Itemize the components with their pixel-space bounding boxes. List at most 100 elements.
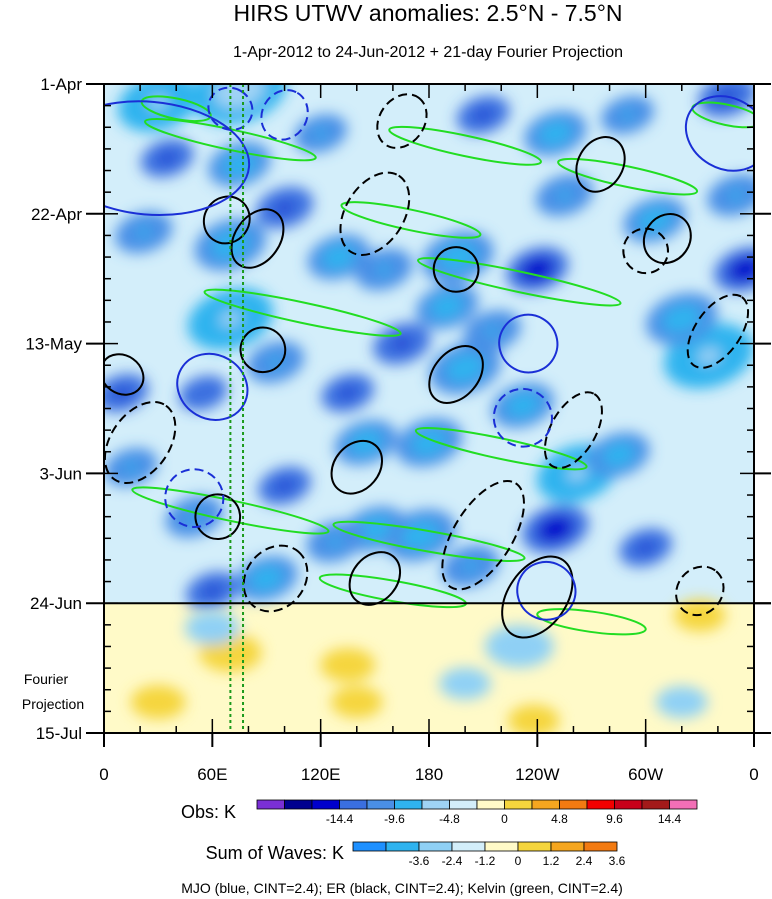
colorbar-cell	[484, 841, 519, 852]
y-tick-label: 3-Jun	[39, 464, 82, 483]
obs-anomaly-blob	[205, 586, 219, 596]
obs-anomaly-blob	[376, 264, 392, 275]
x-tick-label: 60W	[628, 765, 663, 784]
colorbar-cell	[449, 799, 478, 810]
obs-anomaly-blob	[358, 436, 374, 449]
colorbar-cell	[517, 841, 552, 852]
colorbar-cell	[476, 799, 505, 810]
obs-anomaly-blob	[456, 361, 475, 375]
colorbar-tick-label: -3.6	[409, 854, 430, 868]
mjo-contour	[164, 468, 225, 528]
x-tick-label: 60E	[197, 765, 227, 784]
colorbar-tick-label: -4.8	[439, 812, 460, 826]
x-tick-label: 0	[99, 765, 108, 784]
colorbar-cell	[669, 799, 698, 810]
mjo-contours	[104, 86, 754, 621]
er-contour	[432, 246, 480, 293]
colorbar-tick-label: 0	[501, 812, 508, 826]
colorbar-tick-label: 2.4	[576, 854, 593, 868]
er-contour	[339, 171, 411, 256]
colorbar-cell	[256, 799, 285, 810]
colorbar-cell	[394, 799, 423, 810]
waves-colorbar: Sum of Waves: K -3.6 -2.4 -1.2 0 1.2 2.4 3.6	[206, 841, 626, 868]
colorbar-cell	[614, 799, 643, 810]
obs-anomaly-blob	[411, 528, 429, 542]
colorbar-tick-label: -14.4	[326, 812, 354, 826]
obs-anomaly-blob	[327, 536, 343, 547]
colorbar-cell	[385, 841, 420, 852]
obs-colorbar: Obs: K -14.4 -9.6 -4.8 0 4.8 9.6 14.4	[181, 799, 698, 826]
obs-anomaly-blob	[547, 522, 564, 536]
er-contour	[104, 353, 145, 396]
projection-blob	[331, 686, 383, 718]
colorbar-cell	[339, 799, 368, 810]
colorbar-tick-label: 14.4	[658, 812, 682, 826]
mjo-contour	[260, 89, 309, 141]
x-axis: 0 60E 120E 180 120W 60W 0	[99, 84, 759, 784]
colorbar-cell	[418, 841, 453, 852]
colorbar-cell	[451, 841, 486, 852]
colorbar-cell	[311, 799, 340, 810]
obs-anomaly-blob	[672, 312, 691, 326]
mjo-contour	[207, 86, 254, 131]
obs-anomaly-blob	[420, 436, 438, 449]
obs-anomaly-blob	[197, 388, 210, 398]
x-tick-label: 180	[415, 765, 443, 784]
fourier-projection-note-line2: Projection	[22, 696, 84, 712]
mjo-contour	[492, 387, 553, 448]
projection-blob	[185, 611, 240, 645]
obs-anomaly-blob	[394, 338, 410, 349]
obs-anomaly-blob	[515, 399, 531, 412]
y-axis: 1-Apr 22-Apr 13-May 3-Jun 24-Jun 15-Jul	[25, 75, 771, 743]
obs-anomaly-blob	[439, 300, 455, 313]
projection-blob	[507, 704, 560, 733]
kelvin-contour	[557, 157, 699, 196]
waves-colorbar-label: Sum of Waves: K	[206, 843, 344, 863]
obs-anomaly-blob	[277, 202, 292, 213]
kelvin-contour	[144, 117, 317, 162]
obs-anomaly-blob	[367, 523, 383, 535]
obs-anomaly-blob	[124, 462, 138, 472]
projection-blob	[439, 667, 491, 700]
er-contour	[501, 555, 574, 639]
projection-blob	[656, 686, 708, 718]
kelvin-contour	[536, 608, 647, 636]
projection-blob	[130, 685, 186, 719]
obs-anomaly-blob	[277, 481, 292, 491]
kelvin-contour	[340, 201, 482, 239]
colorbar-cell	[550, 841, 585, 852]
colorbar-tick-label: 0	[515, 854, 522, 868]
colorbar-cell	[583, 841, 618, 852]
obs-anomaly-blob	[621, 110, 635, 120]
er-contour	[675, 565, 725, 617]
y-tick-label: 15-Jul	[36, 724, 82, 743]
colorbar-cell	[559, 799, 588, 810]
y-tick-label: 22-Apr	[31, 205, 82, 224]
kelvin-contour	[203, 288, 402, 337]
colorbar-cell	[421, 799, 450, 810]
obs-anomaly-blob	[697, 347, 721, 365]
er-contour	[239, 326, 287, 374]
er-contour	[376, 93, 428, 149]
er-contour	[642, 213, 692, 265]
projection-blob	[320, 648, 376, 682]
colorbar-cell	[531, 799, 560, 810]
er-contour	[348, 551, 402, 606]
colorbar-cell	[641, 799, 670, 810]
obs-anomaly-blob	[314, 128, 328, 139]
colorbar-tick-label: -2.4	[442, 854, 463, 868]
legend-caption: MJO (blue, CINT=2.4); ER (black, CINT=2.…	[181, 880, 623, 896]
colorbar-tick-label: 4.8	[551, 812, 568, 826]
fourier-projection-note-line1: Fourier	[24, 671, 69, 687]
y-tick-label: 1-Apr	[40, 75, 82, 94]
obs-anomaly-blob	[610, 449, 627, 461]
er-contour	[242, 544, 309, 613]
x-tick-label: 120E	[301, 765, 341, 784]
mjo-contour	[104, 100, 251, 217]
er-contour	[330, 439, 383, 495]
kelvin-contour	[332, 520, 526, 562]
colorbar-cell	[586, 799, 615, 810]
colorbar-tick-label: 1.2	[543, 854, 560, 868]
er-contour	[441, 480, 525, 591]
